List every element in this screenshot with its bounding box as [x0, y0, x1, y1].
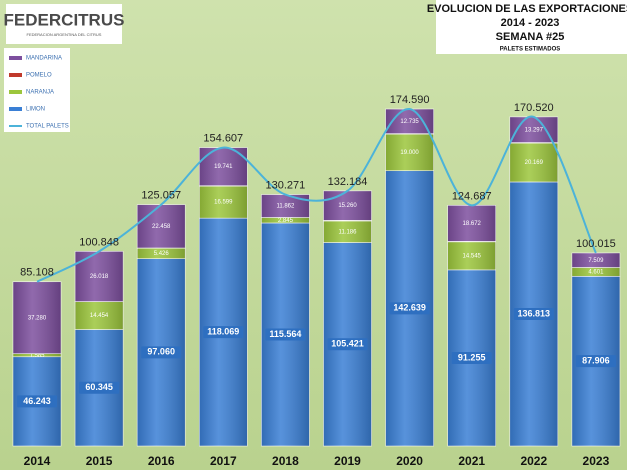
total-label: 130.271 — [266, 179, 306, 191]
value-label: 4.601 — [588, 269, 604, 275]
value-label: 15.260 — [338, 203, 357, 209]
value-label: 14.454 — [90, 313, 109, 319]
x-tick-label: 2016 — [148, 454, 175, 468]
value-label: 136.813 — [518, 308, 551, 318]
total-label: 170.520 — [514, 102, 554, 114]
x-tick-label: 2015 — [86, 454, 113, 468]
bar-shade — [385, 134, 434, 171]
x-tick-label: 2021 — [458, 454, 485, 468]
value-label: 105.421 — [331, 339, 364, 349]
legend-label: NARANJA — [26, 90, 54, 96]
value-label: 115.564 — [269, 329, 301, 339]
legend-swatch — [9, 73, 22, 77]
bar-shade — [261, 217, 310, 223]
x-tick-label: 2020 — [396, 454, 423, 468]
logo-tagline: FEDERACION ARGENTINA DEL CITRUS — [27, 32, 102, 37]
x-tick-label: 2018 — [272, 454, 299, 468]
value-label: 14.545 — [463, 253, 482, 259]
legend-swatch — [9, 90, 22, 94]
value-label-box — [265, 328, 306, 341]
value-label: 19.741 — [214, 164, 233, 170]
value-label: 46.243 — [23, 396, 51, 406]
chart-subtitle: SEMANA #25 — [496, 31, 565, 43]
bar-shade — [323, 190, 372, 221]
value-label: 16.599 — [214, 200, 233, 206]
bar-shade — [75, 301, 124, 330]
logo-name: FEDERCITRUS — [4, 10, 125, 29]
value-label: 118.069 — [207, 326, 239, 336]
value-label: 12.735 — [400, 119, 419, 125]
value-label: 37.280 — [28, 315, 47, 321]
value-label-box — [513, 307, 554, 320]
value-label: 5.426 — [154, 251, 170, 257]
total-label: 125.057 — [141, 190, 181, 202]
legend-label: TOTAL PALETS — [26, 124, 69, 130]
total-label: 154.607 — [203, 133, 243, 145]
chart-subtitle: 2014 - 2023 — [501, 17, 560, 29]
value-label: 97.060 — [147, 347, 175, 357]
bar-shade — [571, 267, 620, 277]
bar-shade — [571, 252, 620, 268]
value-label: 11.862 — [276, 204, 295, 210]
value-label: 19.000 — [400, 150, 419, 156]
x-tick-label: 2014 — [24, 454, 51, 468]
value-label-box — [203, 326, 244, 339]
chart-title: EVOLUCION DE LAS EXPORTACIONES — [427, 3, 627, 15]
bar-shade — [323, 220, 372, 221]
value-label: 1.585 — [29, 353, 45, 359]
value-label: 18.672 — [463, 221, 482, 227]
legend-label: LIMON — [26, 107, 45, 113]
bar-shade — [509, 143, 558, 182]
bar-shade — [447, 205, 496, 242]
legend-swatch — [9, 56, 22, 60]
legend-label: MANDARINA — [26, 56, 62, 62]
total-label: 132.184 — [328, 176, 368, 188]
legend-label: POMELO — [26, 73, 52, 79]
value-label-box — [451, 351, 492, 364]
value-label: 2.845 — [278, 218, 294, 224]
value-label: 20.169 — [525, 160, 544, 166]
value-label: 87.906 — [582, 356, 610, 366]
value-label: 22.458 — [152, 224, 171, 230]
total-line — [36, 108, 597, 283]
value-label: 26.018 — [90, 274, 109, 280]
value-label-box — [389, 302, 430, 315]
bar-shade — [261, 194, 310, 218]
bar-shade — [199, 186, 248, 219]
x-tick-label: 2017 — [210, 454, 237, 468]
total-label: 174.590 — [390, 94, 430, 106]
x-tick-label: 2022 — [520, 454, 547, 468]
bar-shade — [13, 353, 61, 357]
title-box — [436, 0, 627, 54]
bar-shade — [13, 281, 61, 354]
bar-shade — [385, 109, 434, 134]
value-label: 60.345 — [85, 382, 113, 392]
bar-shade — [137, 204, 186, 248]
legend-swatch — [9, 107, 22, 111]
bar-shade — [447, 241, 496, 270]
value-label: 13.297 — [525, 127, 544, 133]
bar-shade — [323, 220, 372, 243]
total-label: 124.687 — [452, 190, 492, 202]
value-label-box — [141, 346, 182, 359]
value-label-box — [17, 395, 57, 408]
total-label: 85.108 — [20, 267, 54, 279]
bar-shade — [137, 248, 186, 259]
value-label: 11.186 — [339, 229, 358, 235]
value-label: 142.639 — [393, 303, 426, 313]
logo-box — [6, 4, 122, 44]
total-label: 100.848 — [79, 236, 119, 248]
value-label: 7.509 — [588, 258, 604, 264]
x-tick-label: 2019 — [334, 454, 361, 468]
total-label: 100.015 — [576, 238, 616, 250]
x-tick-label: 2023 — [583, 454, 610, 468]
value-label-box — [79, 381, 120, 394]
value-label-box — [575, 355, 616, 368]
value-label-box — [327, 338, 368, 351]
chart-note: PALETS ESTIMADOS — [500, 47, 561, 53]
value-label: 91.255 — [458, 352, 486, 362]
